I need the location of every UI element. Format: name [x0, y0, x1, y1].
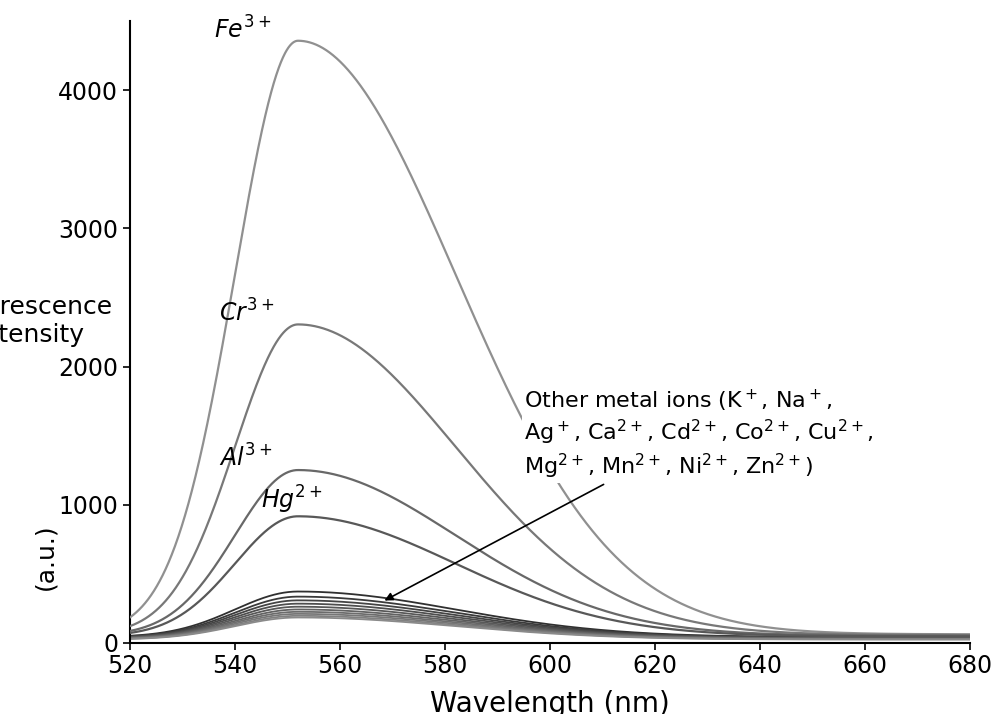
Text: Fluorescence
Intensity: Fluorescence Intensity: [0, 296, 113, 347]
Text: $Al^{3+}$: $Al^{3+}$: [219, 444, 273, 471]
Text: $Hg^{2+}$: $Hg^{2+}$: [261, 483, 323, 516]
Text: Other metal ions (K$^+$, Na$^+$,
Ag$^+$, Ca$^{2+}$, Cd$^{2+}$, Co$^{2+}$, Cu$^{2: Other metal ions (K$^+$, Na$^+$, Ag$^+$,…: [386, 387, 873, 600]
Text: $Fe^{3+}$: $Fe^{3+}$: [214, 16, 271, 44]
Text: $Cr^{3+}$: $Cr^{3+}$: [219, 299, 274, 326]
X-axis label: Wavelength (nm): Wavelength (nm): [430, 690, 670, 714]
Text: (a.u.): (a.u.): [33, 523, 57, 590]
